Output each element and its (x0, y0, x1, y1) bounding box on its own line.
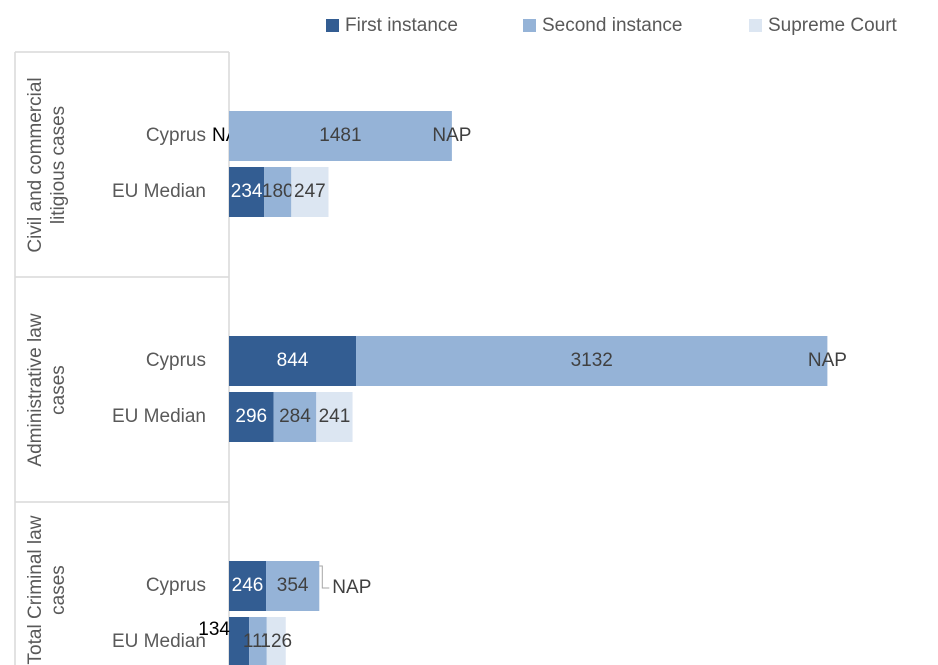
group-label: Administrative law cases (25, 312, 69, 467)
bar-segment (273, 392, 317, 442)
data-label: NAP (332, 577, 371, 598)
category-label: Cyprus (146, 575, 206, 596)
category-label: Cyprus (146, 350, 206, 371)
data-label: 1481 (319, 125, 361, 146)
category-label: EU Median (112, 631, 206, 652)
category-label: EU Median (112, 406, 206, 427)
data-label: 180 (262, 181, 294, 202)
legend-label: First instance (345, 15, 458, 36)
legend-swatch (749, 19, 762, 32)
data-label: 246 (232, 575, 264, 596)
data-label: NAP (808, 350, 847, 371)
category-label: Cyprus (146, 125, 206, 146)
bar-segment (229, 336, 357, 386)
bar-segment (356, 336, 828, 386)
data-label: 126 (260, 631, 292, 652)
legend-label: Second instance (542, 15, 683, 36)
data-label: 3132 (571, 350, 613, 371)
data-label: 247 (294, 181, 326, 202)
bar-segment (229, 561, 267, 611)
bar-segment (266, 617, 286, 665)
bar-segment (229, 167, 265, 217)
data-label: 134 (198, 619, 230, 640)
legend-swatch (326, 19, 339, 32)
data-label: 234 (231, 181, 263, 202)
legend-swatch (523, 19, 536, 32)
bar-segment (266, 561, 320, 611)
data-label: 844 (277, 350, 309, 371)
bar-segment (229, 111, 452, 161)
bar-segment (229, 617, 250, 665)
category-label: EU Median (112, 181, 206, 202)
bar-segment (249, 617, 267, 665)
bar-segment (291, 167, 329, 217)
bar-segment (229, 392, 274, 442)
data-label: NAP (432, 125, 471, 146)
leader-line (319, 565, 330, 589)
data-label: 241 (319, 406, 351, 427)
bar-segment (316, 392, 353, 442)
data-label: 117 (243, 631, 273, 652)
bar-segment (264, 167, 292, 217)
data-label: 354 (277, 575, 309, 596)
group-label: Civil and commercial litigious cases (25, 76, 69, 253)
group-label: Total Criminal law cases (25, 515, 69, 665)
legend-label: Supreme Court (768, 15, 898, 36)
data-label: 296 (235, 406, 267, 427)
data-label: 284 (279, 406, 311, 427)
